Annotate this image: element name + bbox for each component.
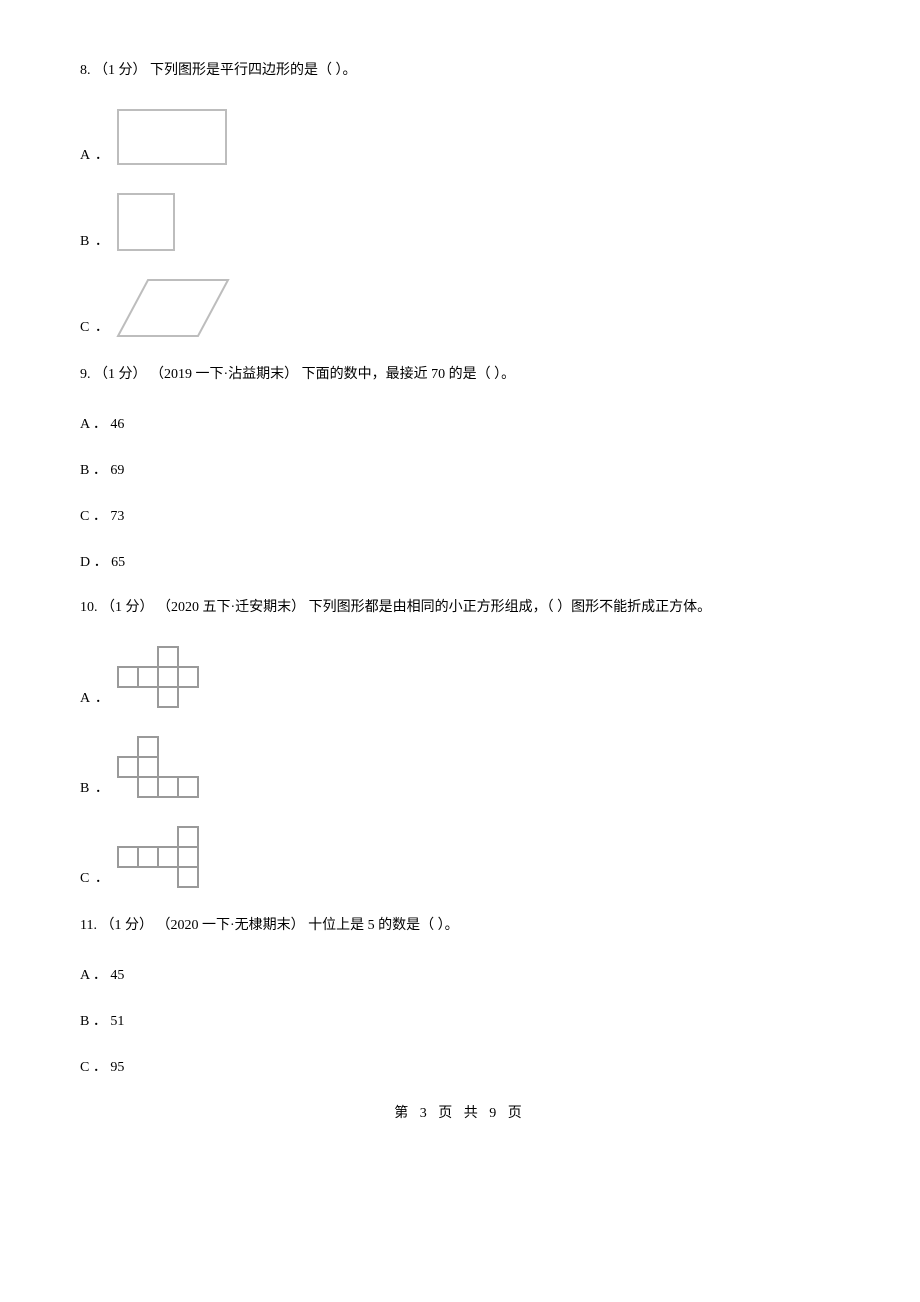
question-9-text: 9. （1 分） （2019 一下·沾益期末） 下面的数中，最接近 70 的是（… <box>80 364 840 386</box>
q8-shape-a <box>116 108 228 166</box>
q10-option-b: B ． <box>80 735 840 799</box>
q10-net-b <box>116 735 200 799</box>
q11-option-c: C ． 95 <box>80 1056 840 1076</box>
question-11-text: 11. （1 分） （2020 一下·无棣期末） 十位上是 5 的数是（ ）。 <box>80 915 840 937</box>
q9-option-b: B ． 69 <box>80 459 840 479</box>
q10-net-a <box>116 645 200 709</box>
q8-option-b: B ． <box>80 192 840 252</box>
q11-option-b: B ． 51 <box>80 1010 840 1030</box>
q10-option-c: C ． <box>80 825 840 889</box>
q10-net-c <box>116 825 200 889</box>
q9-option-c: C ． 73 <box>80 505 840 525</box>
q8-option-b-label: B ． <box>80 230 110 252</box>
q10-option-a: A ． <box>80 645 840 709</box>
q11-option-a: A ． 45 <box>80 964 840 984</box>
q8-option-c: C ． <box>80 278 840 338</box>
q10-option-b-label: B ． <box>80 777 110 799</box>
question-10-text: 10. （1 分） （2020 五下·迁安期末） 下列图形都是由相同的小正方形组… <box>80 597 840 619</box>
q8-option-c-label: C ． <box>80 316 110 338</box>
q8-shape-b <box>116 192 176 252</box>
q10-option-a-label: A ． <box>80 687 110 709</box>
page-footer: 第 3 页 共 9 页 <box>80 1102 840 1122</box>
q10-option-c-label: C ． <box>80 867 110 889</box>
q9-option-a: A ． 46 <box>80 413 840 433</box>
q8-option-a-label: A ． <box>80 144 110 166</box>
q8-option-a: A ． <box>80 108 840 166</box>
question-8-text: 8. （1 分） 下列图形是平行四边形的是（ ）。 <box>80 60 840 82</box>
q9-option-d: D ． 65 <box>80 551 840 571</box>
q8-shape-c <box>116 278 230 338</box>
